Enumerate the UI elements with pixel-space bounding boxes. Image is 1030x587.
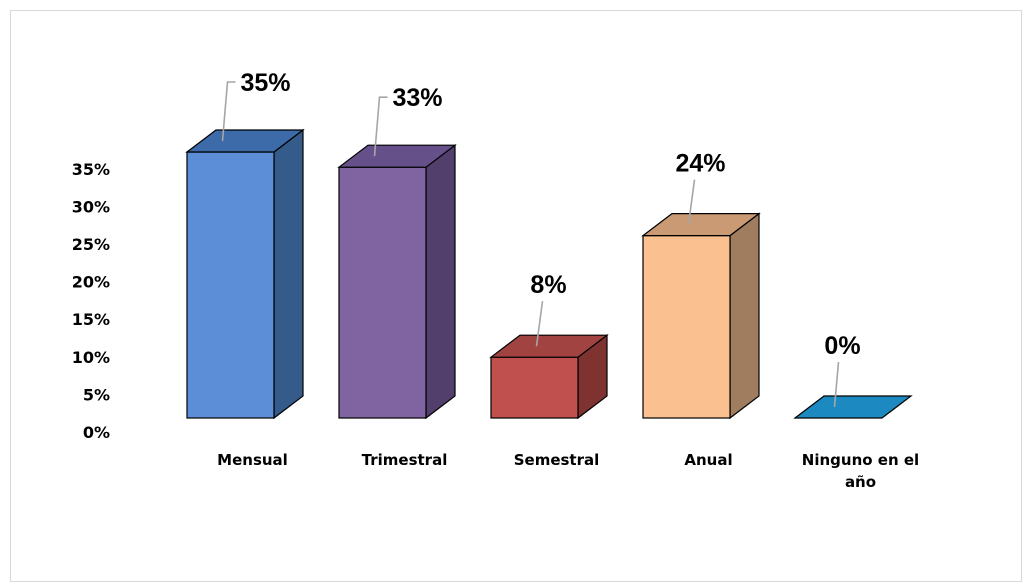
leader-line <box>687 179 696 225</box>
bar <box>489 333 609 420</box>
category-label: Semestral <box>514 451 600 469</box>
data-labels: 35% 33% 8% 24% 0% <box>221 69 861 408</box>
bar <box>337 143 457 420</box>
data-label-text: 8% <box>530 271 566 299</box>
bar-side <box>273 128 304 420</box>
data-label-text: 24% <box>675 150 725 178</box>
data-label-text: 35% <box>241 69 291 97</box>
bar <box>793 395 913 419</box>
data-label: 0% <box>824 332 861 408</box>
bar-side <box>729 212 760 420</box>
y-tick-label: 5% <box>83 385 110 404</box>
bar <box>641 212 761 420</box>
y-tick-label: 35% <box>72 160 110 179</box>
leader-line <box>833 361 840 408</box>
y-tick-label: 15% <box>72 310 110 329</box>
bar-top <box>489 334 609 358</box>
y-tick-label: 25% <box>72 235 110 254</box>
data-label: 8% <box>530 271 567 347</box>
y-tick-label: 10% <box>72 348 110 367</box>
data-label-text: 0% <box>824 332 860 360</box>
bar-top <box>337 144 457 168</box>
category-label: Anual <box>684 451 732 469</box>
category-label: Trimestral <box>362 451 448 469</box>
category-label: Mensual <box>217 451 288 469</box>
bar-front <box>642 235 731 419</box>
leader-line <box>535 301 544 347</box>
bar-front <box>490 356 579 419</box>
data-label-text: 33% <box>393 84 443 112</box>
chart-frame <box>10 10 1022 582</box>
bar-top <box>185 129 305 153</box>
y-axis: 0% 5% 10% 15% 20% 25% 30% 35% <box>72 160 110 442</box>
y-tick-label: 20% <box>72 273 110 292</box>
bars <box>185 128 913 420</box>
bar-front <box>338 166 427 419</box>
x-axis-categories: Mensual Trimestral Semestral Anual Ninguno e… <box>217 451 919 491</box>
leader-line <box>373 96 388 157</box>
bar-side <box>425 143 456 420</box>
bar-top <box>793 395 913 419</box>
bar-top <box>641 213 761 237</box>
leader-line <box>221 81 236 142</box>
y-tick-label: 30% <box>72 197 110 216</box>
data-label: 24% <box>675 150 726 225</box>
bar-front <box>186 151 275 419</box>
bar <box>185 128 305 420</box>
category-label: Ninguno en el año <box>802 451 919 491</box>
data-label: 35% <box>221 69 291 142</box>
data-label: 33% <box>373 84 443 157</box>
y-tick-label: 0% <box>83 423 110 442</box>
